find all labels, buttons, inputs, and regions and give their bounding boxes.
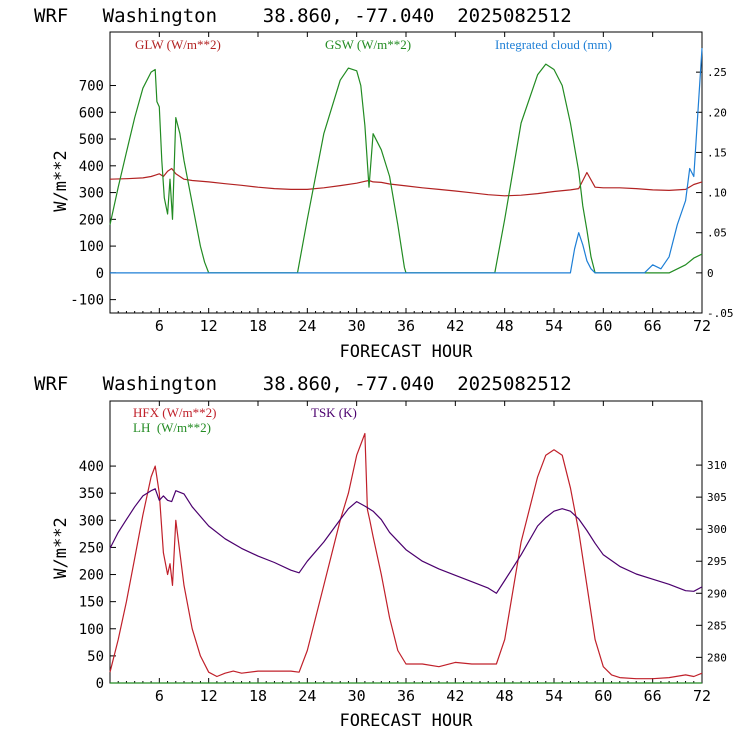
- legend-integrated-cloud: Integrated cloud (mm): [495, 37, 612, 52]
- y2-tick-label: .20: [707, 106, 727, 119]
- legend-glw: GLW (W/m**2): [135, 37, 221, 52]
- legend-tsk: TSK (K): [311, 405, 357, 420]
- y-tick-label: 200: [79, 212, 104, 228]
- y-tick-label: 700: [79, 79, 104, 95]
- panel1-y-label: W/m**2: [51, 150, 71, 211]
- x-tick-label: 24: [298, 317, 316, 335]
- panel2-title: WRF Washington 38.860, -77.040 202508251…: [34, 373, 572, 395]
- x-tick-label: 60: [594, 317, 612, 335]
- x-tick-label: 54: [545, 317, 563, 335]
- x-tick-label: 6: [155, 317, 164, 335]
- panel2-series: [109, 432, 703, 684]
- panel1-series: [109, 48, 703, 274]
- y-tick-label: 100: [79, 622, 104, 638]
- panel1-x-axis: 6 12 18 24 30 36 42 48 54 60 66 72: [117, 32, 711, 335]
- x-tick-label: 12: [200, 687, 218, 705]
- x-tick-label: 30: [348, 687, 366, 705]
- y-tick-label: 300: [79, 513, 104, 529]
- panel1-right-axis: -.05 0 .05 .10 .15 .20 .25: [696, 66, 734, 320]
- x-tick-label: 72: [693, 687, 711, 705]
- x-tick-label: 42: [446, 687, 464, 705]
- panel-radiation: WRF Washington 38.860, -77.040 202508251…: [34, 5, 734, 362]
- y2-tick-label: 295: [707, 555, 727, 568]
- x-tick-label: 12: [200, 317, 218, 335]
- y2-tick-label: 305: [707, 491, 727, 504]
- y-tick-label: 100: [79, 239, 104, 255]
- y-tick-label: 150: [79, 595, 104, 611]
- y-tick-label: 400: [79, 159, 104, 175]
- y-tick-label: 500: [79, 132, 104, 148]
- x-tick-label: 60: [594, 687, 612, 705]
- y2-tick-label: 290: [707, 587, 727, 600]
- y2-tick-label: .05: [707, 227, 727, 240]
- panel1-x-label: FORECAST HOUR: [339, 342, 473, 362]
- panel2-y-axis: 0 50 100 150 200 250 300 350 400: [79, 459, 116, 692]
- y-tick-label: 300: [79, 186, 104, 202]
- y2-tick-label: .10: [707, 187, 727, 200]
- panel2-x-axis: 6 12 18 24 30 36 42 48 54 60 66 72: [117, 401, 711, 705]
- x-tick-label: 66: [644, 687, 662, 705]
- panel1-y-axis: -100 0 100 200 300 400 500 600 700: [70, 79, 116, 309]
- panel2-plot-frame: [109, 400, 703, 684]
- y-tick-label: 0: [96, 266, 104, 282]
- y-tick-label: -100: [70, 293, 104, 309]
- panel1-title: WRF Washington 38.860, -77.040 202508251…: [34, 5, 572, 27]
- x-tick-label: 30: [348, 317, 366, 335]
- panel2-right-axis: 280 285 290 295 300 305 310: [696, 459, 727, 664]
- legend-hfx: HFX (W/m**2): [133, 405, 216, 420]
- x-tick-label: 72: [693, 317, 711, 335]
- panel-surface-fluxes: WRF Washington 38.860, -77.040 202508251…: [34, 373, 727, 731]
- y-tick-label: 250: [79, 540, 104, 556]
- x-tick-label: 48: [496, 687, 514, 705]
- y-tick-label: 50: [87, 649, 104, 665]
- x-tick-label: 36: [397, 317, 415, 335]
- y-tick-label: 600: [79, 105, 104, 121]
- panel2-x-label: FORECAST HOUR: [339, 711, 473, 731]
- series-line-tsk: [109, 488, 703, 594]
- y2-tick-label: 285: [707, 619, 727, 632]
- x-tick-label: 24: [298, 687, 316, 705]
- series-line-hfx: [109, 432, 703, 680]
- y2-tick-label: .25: [707, 66, 727, 79]
- x-tick-label: 54: [545, 687, 563, 705]
- x-tick-label: 18: [249, 317, 267, 335]
- x-tick-label: 66: [644, 317, 662, 335]
- x-tick-label: 18: [249, 687, 267, 705]
- x-tick-label: 42: [446, 317, 464, 335]
- legend-lh: LH (W/m**2): [133, 420, 211, 435]
- series-line-gsw: [109, 63, 703, 274]
- y-tick-label: 200: [79, 568, 104, 584]
- y2-tick-label: 300: [707, 523, 727, 536]
- series-line-glw: [109, 167, 703, 197]
- panel2-y-label: W/m**2: [51, 517, 71, 578]
- x-tick-label: 48: [496, 317, 514, 335]
- x-tick-label: 36: [397, 687, 415, 705]
- y2-tick-label: 310: [707, 459, 727, 472]
- y-tick-label: 0: [96, 676, 104, 692]
- y-tick-label: 400: [79, 459, 104, 475]
- x-tick-label: 6: [155, 687, 164, 705]
- legend-gsw: GSW (W/m**2): [325, 37, 411, 52]
- y2-tick-label: -.05: [707, 307, 734, 320]
- series-line-integrated: [110, 48, 703, 274]
- y2-tick-label: 0: [707, 267, 714, 280]
- y-tick-label: 350: [79, 486, 104, 502]
- y2-tick-label: 280: [707, 651, 727, 664]
- y2-tick-label: .15: [707, 146, 727, 159]
